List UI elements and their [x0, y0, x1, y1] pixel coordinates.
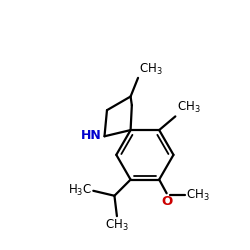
Text: HN: HN: [81, 128, 102, 141]
Text: O: O: [161, 195, 172, 208]
Text: CH$_3$: CH$_3$: [176, 100, 200, 115]
Text: CH$_3$: CH$_3$: [186, 188, 209, 203]
Text: H$_3$C: H$_3$C: [68, 183, 92, 198]
Text: CH$_3$: CH$_3$: [139, 62, 163, 76]
Text: CH$_3$: CH$_3$: [105, 218, 129, 233]
